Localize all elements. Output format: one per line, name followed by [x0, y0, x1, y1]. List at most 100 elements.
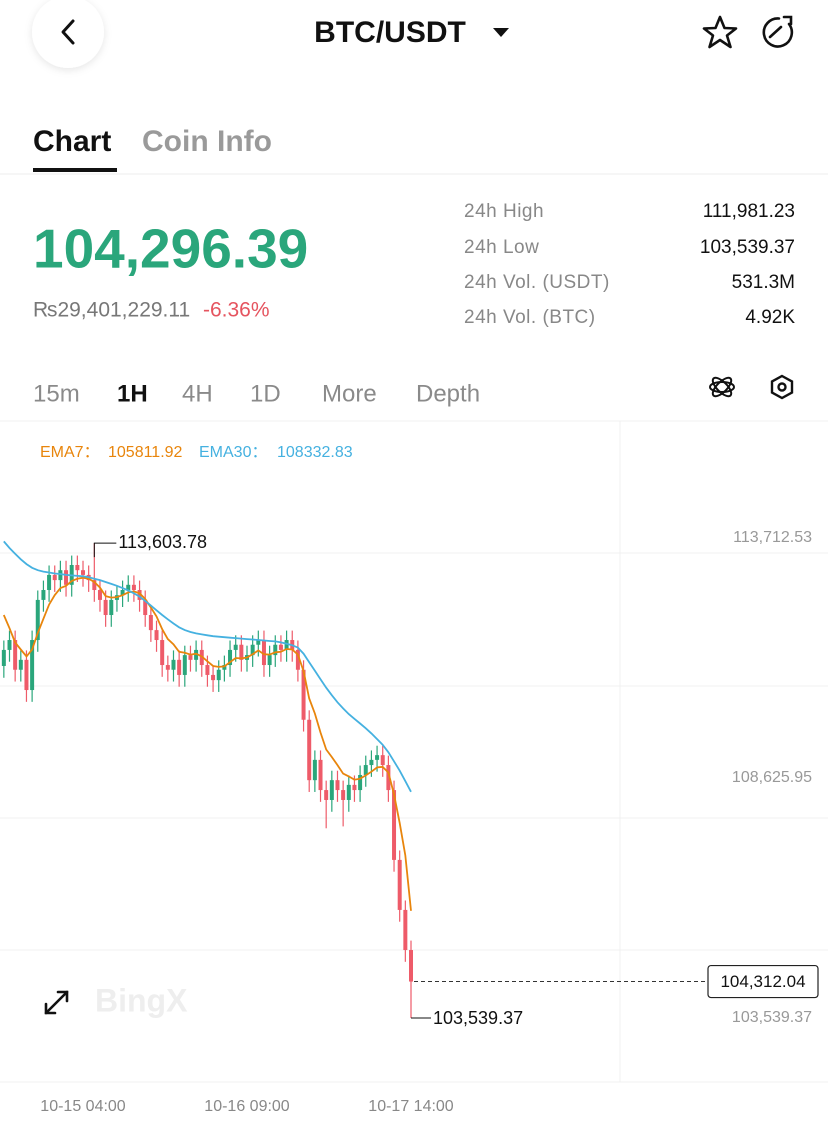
candle-body: [177, 659, 182, 675]
fiat-price: ₨29,401,229.11: [33, 299, 190, 322]
candle-body: [329, 780, 334, 800]
candle-body: [47, 574, 52, 591]
candle-body: [307, 719, 312, 781]
interval-tab[interactable]: Depth: [416, 380, 480, 407]
high-marker-label: 113,603.78: [118, 532, 207, 552]
interval-bar: 15m 1H 4H 1D More Depth: [33, 380, 480, 407]
candle-body: [52, 574, 57, 581]
candle-body: [18, 659, 23, 670]
candle-body: [92, 580, 97, 591]
favorite-icon[interactable]: [702, 15, 738, 49]
interval-tab[interactable]: 1D: [250, 380, 281, 407]
candle-body: [188, 655, 193, 660]
candle-body: [13, 640, 18, 670]
chart-frame: [0, 421, 828, 1083]
candle-body: [30, 640, 35, 691]
x-tick-label: 10-15 04:00: [40, 1098, 126, 1115]
candle-body: [403, 909, 408, 951]
candle-body: [228, 649, 233, 666]
indicator-icon[interactable]: [709, 375, 735, 399]
candle-body: [97, 590, 102, 600]
last-price-label: 104,312.04: [720, 972, 805, 991]
stat-label: 24h Low: [464, 237, 539, 258]
interval-tab[interactable]: 4H: [182, 380, 213, 407]
y-tick-label: 108,625.95: [732, 769, 812, 786]
candle-body: [335, 780, 340, 791]
candle-body: [256, 640, 261, 645]
candle-body: [120, 590, 125, 596]
stat-value: 4.92K: [745, 307, 795, 328]
pair-dropdown[interactable]: [493, 28, 509, 37]
candle-body: [126, 584, 131, 591]
candle-body: [35, 599, 40, 641]
candle-body: [81, 570, 86, 575]
candle-body: [324, 790, 329, 800]
candle-body: [1, 649, 6, 666]
stat-value: 531.3M: [732, 272, 795, 293]
chart: EMA7： 105811.92 EMA30： 108332.83 113,712.53 1…: [1, 444, 819, 1115]
candle-body: [273, 644, 278, 656]
candle-body: [261, 640, 266, 666]
interval-tab[interactable]: 1H: [117, 380, 148, 407]
candle-body: [375, 755, 380, 760]
candle-body: [103, 599, 108, 616]
legend-value: 108332.83: [277, 444, 353, 461]
last-price-box: [707, 964, 819, 999]
candle-body: [369, 759, 374, 766]
x-tick-label: 10-16 09:00: [204, 1098, 290, 1115]
candle-body: [392, 790, 397, 860]
candle-body: [24, 659, 29, 691]
interval-tab[interactable]: 15m: [33, 380, 80, 407]
candle-body: [75, 564, 80, 571]
candle-body: [312, 759, 317, 781]
y-tick-label: 103,539.37: [732, 1009, 812, 1026]
candle-body: [64, 570, 69, 585]
candle-body: [171, 659, 176, 670]
candle-body: [160, 640, 165, 666]
tab[interactable]: Chart: [33, 125, 111, 158]
share-icon[interactable]: [762, 15, 794, 48]
candle-body: [222, 665, 227, 670]
tab-indicator: [33, 168, 117, 172]
candle-body: [250, 644, 255, 656]
candle-body: [109, 599, 114, 616]
pair-title[interactable]: BTC/USDT: [314, 16, 466, 49]
stat-value: 111,981.23: [703, 201, 795, 222]
candle-body: [154, 630, 159, 641]
back-icon: [61, 19, 75, 45]
legend-name: EMA7：: [40, 444, 100, 461]
candle-body: [137, 590, 142, 600]
candle-body: [346, 784, 351, 800]
ema-line: [2, 576, 412, 911]
candle-body: [284, 640, 289, 650]
candle-body: [380, 755, 385, 766]
candle-body: [409, 950, 413, 982]
tab[interactable]: Coin Info: [142, 125, 272, 158]
candle-body: [267, 655, 272, 666]
stat-value: 103,539.37: [700, 237, 795, 258]
interval-tab[interactable]: More: [322, 380, 377, 407]
ema-line: [3, 540, 412, 793]
candle-body: [341, 790, 346, 800]
stat-label: 24h Vol. (USDT): [464, 272, 610, 293]
candle-body: [7, 640, 12, 650]
candle-body: [41, 590, 46, 600]
candle-body: [278, 644, 283, 650]
high-marker-line: [93, 542, 117, 558]
settings-icon[interactable]: [770, 374, 794, 400]
candle-body: [358, 774, 363, 791]
candle-body: [216, 669, 221, 681]
candle-body: [194, 649, 199, 660]
fullscreen-icon[interactable]: [44, 990, 69, 1015]
low-marker-label: 103,539.37: [433, 1008, 523, 1028]
watermark: BingX: [95, 982, 188, 1018]
candle-body: [318, 759, 323, 791]
candle-body: [143, 599, 148, 616]
candle-body: [148, 615, 153, 631]
back-button[interactable]: [32, 0, 104, 68]
candle-body: [182, 655, 187, 675]
candle-body: [363, 765, 368, 775]
candle-body: [58, 570, 63, 581]
candle-body: [165, 665, 170, 670]
